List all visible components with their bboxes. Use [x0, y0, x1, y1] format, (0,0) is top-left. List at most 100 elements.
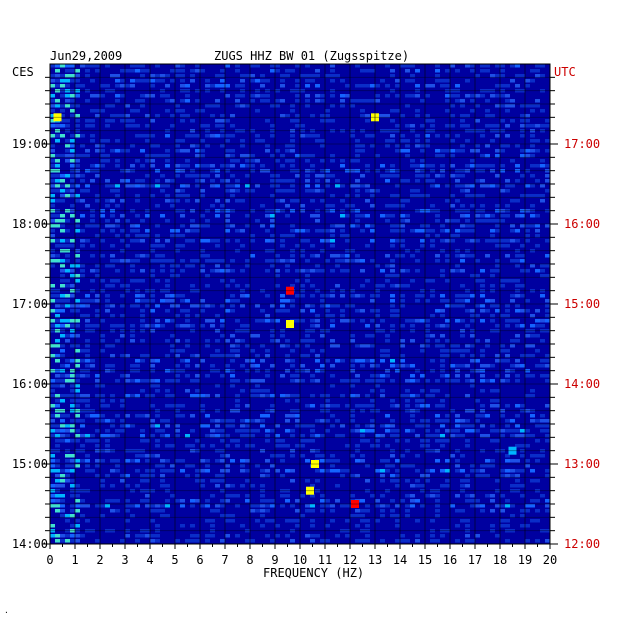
heatmap-cell	[255, 334, 260, 338]
heatmap-cell	[50, 484, 55, 488]
heatmap-cell	[350, 454, 355, 458]
heatmap-cell	[175, 414, 180, 418]
heatmap-cell	[110, 399, 115, 403]
heatmap-cell	[370, 229, 375, 233]
heatmap-cell	[395, 124, 400, 128]
heatmap-cell	[170, 379, 175, 383]
heatmap-cell	[355, 539, 360, 543]
heatmap-cell	[370, 364, 375, 368]
heatmap-cell	[70, 489, 75, 493]
heatmap-cell	[185, 464, 190, 468]
heatmap-cell	[65, 459, 70, 463]
heatmap-cell	[240, 139, 245, 143]
heatmap-cell	[300, 89, 305, 93]
heatmap-cell	[185, 194, 190, 198]
y-left-tick-label: 14:00	[12, 537, 48, 551]
heatmap-cell	[180, 269, 185, 273]
heatmap-cell	[255, 364, 260, 368]
heatmap-cell	[495, 429, 500, 433]
heatmap-hot-spot	[53, 113, 62, 122]
heatmap-cell	[475, 149, 480, 153]
x-tick-label: 19	[518, 553, 532, 567]
heatmap-cell	[470, 504, 475, 508]
heatmap-cell	[55, 254, 60, 258]
heatmap-cell	[515, 489, 520, 493]
heatmap-cell	[490, 379, 495, 383]
heatmap-cell	[545, 149, 550, 153]
heatmap-cell	[85, 64, 90, 68]
heatmap-cell	[75, 74, 80, 78]
heatmap-cell	[160, 74, 165, 78]
heatmap-cell	[200, 239, 205, 243]
heatmap-cell	[65, 299, 70, 303]
heatmap-cell	[405, 479, 410, 483]
heatmap-cell	[70, 329, 75, 333]
heatmap-cell	[300, 229, 305, 233]
heatmap-cell	[310, 74, 315, 78]
heatmap-cell	[225, 309, 230, 313]
heatmap-cell	[490, 404, 495, 408]
heatmap-cell	[290, 119, 295, 123]
heatmap-cell	[285, 469, 290, 473]
heatmap-cell	[325, 119, 330, 123]
heatmap-cell	[510, 459, 515, 463]
heatmap-cell	[295, 414, 300, 418]
heatmap-cell	[275, 199, 280, 203]
heatmap-cell	[350, 304, 355, 308]
heatmap-cell	[130, 489, 135, 493]
heatmap-cell	[400, 219, 405, 223]
heatmap-cell	[280, 234, 285, 238]
heatmap-cell	[280, 84, 285, 88]
heatmap-cell	[290, 349, 295, 353]
heatmap-cell	[410, 494, 415, 498]
heatmap-cell	[75, 419, 80, 423]
heatmap-cell	[130, 279, 135, 283]
heatmap-cell	[400, 139, 405, 143]
heatmap-cell	[365, 184, 370, 188]
heatmap-cell	[205, 464, 210, 468]
heatmap-cell	[120, 284, 125, 288]
heatmap-cell	[455, 249, 460, 253]
heatmap-cell	[525, 464, 530, 468]
heatmap-cell	[385, 144, 390, 148]
heatmap-cell	[545, 439, 550, 443]
heatmap-cell	[205, 434, 210, 438]
heatmap-cell	[245, 184, 250, 188]
heatmap-cell	[265, 394, 270, 398]
heatmap-cell	[295, 419, 300, 423]
heatmap-cell	[315, 219, 320, 223]
heatmap-cell	[530, 204, 535, 208]
heatmap-cell	[395, 274, 400, 278]
heatmap-cell	[420, 399, 425, 403]
heatmap-cell	[220, 429, 225, 433]
heatmap-cell	[360, 319, 365, 323]
heatmap-cell	[300, 444, 305, 448]
heatmap-cell	[265, 94, 270, 98]
heatmap-cell	[140, 74, 145, 78]
x-tick-label: 4	[146, 553, 153, 567]
heatmap-cell	[430, 184, 435, 188]
heatmap-cell	[320, 139, 325, 143]
heatmap-cell	[60, 334, 65, 338]
heatmap-cell	[305, 369, 310, 373]
heatmap-cell	[275, 269, 280, 273]
heatmap-cell	[540, 414, 545, 418]
heatmap-cell	[390, 264, 395, 268]
heatmap-cell	[490, 184, 495, 188]
heatmap-cell	[305, 184, 310, 188]
heatmap-cell	[470, 329, 475, 333]
heatmap-cell	[240, 434, 245, 438]
heatmap-cell	[305, 79, 310, 83]
heatmap-cell	[185, 344, 190, 348]
heatmap-cell	[250, 99, 255, 103]
heatmap-cell	[395, 524, 400, 528]
heatmap-cell	[375, 444, 380, 448]
heatmap-cell	[100, 164, 105, 168]
heatmap-cell	[175, 354, 180, 358]
heatmap-cell	[85, 339, 90, 343]
heatmap-cell	[480, 279, 485, 283]
heatmap-cell	[305, 134, 310, 138]
heatmap-cell	[215, 434, 220, 438]
heatmap-cell	[475, 429, 480, 433]
heatmap-cell	[405, 219, 410, 223]
